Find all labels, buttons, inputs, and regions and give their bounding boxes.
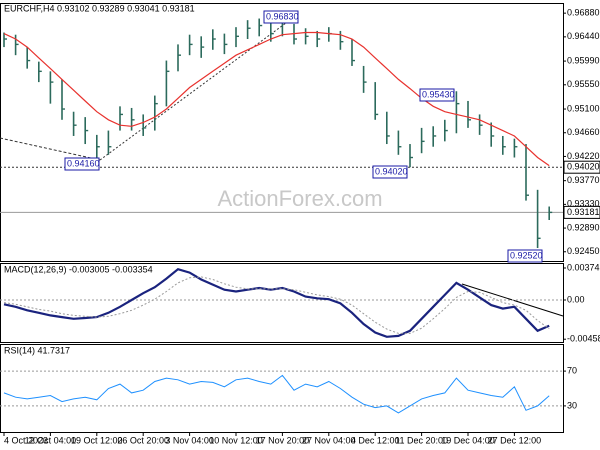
- x-tick-label: 12 Oct 04:00: [25, 435, 77, 445]
- x-tick-label: 4 Dec 12:00: [351, 435, 400, 445]
- rsi-line: [3, 374, 550, 414]
- x-tick-label: 19 Dec 04:00: [441, 435, 495, 445]
- x-tick-label: 27 Dec 12:00: [488, 435, 542, 445]
- annotation: 0.94020: [375, 166, 408, 176]
- x-tick-label: 19 Oct 12:00: [71, 435, 123, 445]
- y-tick-label: 70: [567, 365, 577, 375]
- level-box: [563, 205, 600, 219]
- level-label: 0.94020: [567, 162, 600, 172]
- rsi-header: RSI(14) 41.7317: [4, 345, 70, 355]
- trend-line: [0, 137, 101, 161]
- macd-header: MACD(12,26,9) -0.003005 -0.003354: [4, 264, 153, 274]
- annotation-box: [419, 88, 455, 102]
- y-tick-label: 0.96440: [567, 31, 600, 41]
- annotation-box: [64, 157, 100, 171]
- y-tick-label: 0.93770: [567, 175, 600, 185]
- annotation-box: [263, 10, 299, 24]
- x-tick-label: 27 Nov 04:00: [302, 435, 356, 445]
- annotation: 0.95430: [422, 89, 455, 99]
- x-tick-label: 17 Nov 20:00: [256, 435, 310, 445]
- x-tick-label: 26 Oct 20:00: [117, 435, 169, 445]
- y-tick-label: 30: [567, 400, 577, 410]
- y-tick-label: 0.94660: [567, 127, 600, 137]
- annotation-box: [507, 249, 543, 263]
- y-tick-label: 0.93330: [567, 199, 600, 209]
- main-header: EURCHF,H4 0.93102 0.93289 0.93041 0.9318…: [4, 3, 195, 13]
- y-tick-label: 0.94220: [567, 151, 600, 161]
- annotation-box: [372, 165, 408, 179]
- annotation: 0.94160: [67, 158, 100, 168]
- x-tick-label: 3 Nov 04:00: [165, 435, 214, 445]
- x-tick-label: 4 Oct 2023: [4, 435, 48, 445]
- macd-pane: [0, 263, 564, 343]
- x-tick-label: 10 Nov 12:00: [209, 435, 263, 445]
- trend-line: [99, 19, 291, 161]
- x-tick-label: 11 Dec 20:00: [395, 435, 448, 445]
- y-tick-label: 0.95550: [567, 79, 600, 89]
- annotation: 0.96830: [266, 11, 299, 21]
- watermark: ActionForex.com: [217, 186, 382, 211]
- y-tick-label: 0.00: [567, 294, 585, 304]
- y-tick-label: 0.95990: [567, 55, 600, 65]
- level-box: [563, 160, 600, 174]
- y-tick-label: -0.004585: [567, 334, 600, 344]
- signal-line: [3, 276, 550, 334]
- moving-average: [3, 31, 550, 167]
- y-tick-label: 0.96880: [567, 8, 600, 18]
- y-tick-label: 0.92890: [567, 222, 600, 232]
- y-tick-label: 0.92450: [567, 246, 600, 256]
- y-tick-label: 0.003743: [567, 262, 600, 272]
- level-label: 0.93181: [567, 207, 600, 217]
- annotation: 0.92520: [510, 250, 543, 260]
- y-tick-label: 0.95100: [567, 103, 600, 113]
